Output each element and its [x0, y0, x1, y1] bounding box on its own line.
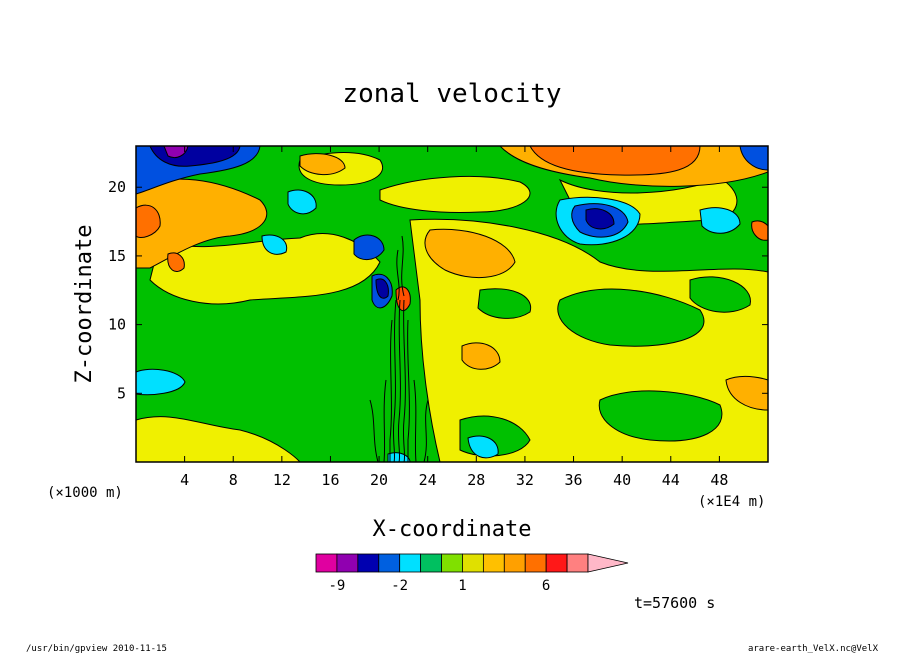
time-label: t=57600 s — [634, 594, 715, 612]
y-tick-label: 15 — [108, 247, 126, 265]
x-tick-label: 36 — [565, 471, 583, 489]
x-tick-label: 12 — [273, 471, 291, 489]
contour-fill-green — [689, 276, 751, 313]
contour-fill-orange — [461, 342, 501, 370]
x-tick-label: 44 — [662, 471, 680, 489]
contour-fill-cyan — [467, 435, 499, 459]
y-tick-label: 5 — [117, 384, 126, 402]
x-tick-label: 20 — [370, 471, 388, 489]
colorbar-swatch — [566, 553, 589, 573]
x-axis-title: X-coordinate — [373, 517, 532, 542]
x-tick-label: 28 — [467, 471, 485, 489]
x-tick-label: 16 — [321, 471, 339, 489]
contour-fill-yellow — [149, 233, 381, 305]
central-plume-contours — [369, 235, 429, 462]
colorbar-swatch — [482, 553, 505, 573]
colorbar-swatch — [357, 553, 380, 573]
contour-fill-orange — [299, 153, 346, 175]
colorbar-label: 6 — [542, 578, 550, 594]
contour-fill-orange — [725, 375, 768, 411]
contour-fill-darkorange — [751, 220, 768, 241]
contour-fill-darkorange — [529, 146, 701, 176]
contour-fill-orange — [424, 228, 516, 279]
colorbar-swatch — [378, 553, 401, 573]
contour-fill-navy — [585, 208, 615, 230]
x-tick-label: 48 — [710, 471, 728, 489]
contour-fill-blue — [739, 146, 768, 171]
x-tick-label: 24 — [419, 471, 437, 489]
colorbar-swatch — [399, 553, 422, 573]
colorbar-swatch — [420, 553, 442, 573]
x-tick-label: 4 — [180, 471, 189, 489]
x-tick-label: 8 — [229, 471, 238, 489]
colorbar-extend-arrow — [587, 553, 629, 573]
x-tick-label: 40 — [613, 471, 631, 489]
contour-fill-navy — [375, 278, 389, 299]
x-axis-unit-right: (×1E4 m) — [698, 494, 765, 510]
contour-fill-blue — [353, 234, 385, 260]
colorbar: -9 -2 1 6 — [315, 553, 629, 594]
contour-fill-green — [477, 288, 532, 319]
chart-title: zonal velocity — [342, 79, 561, 109]
colorbar-label: -9 — [328, 578, 345, 594]
contour-fill-cyan — [136, 368, 186, 396]
colorbar-swatch — [441, 553, 463, 573]
footer-right: arare-earth_VelX.nc@VelX — [748, 644, 879, 654]
x-tick-label: 32 — [516, 471, 534, 489]
contour-fill-cyan — [261, 234, 288, 255]
colorbar-label: 1 — [458, 578, 466, 594]
x-axis: 4 8 12 16 20 24 28 32 36 40 44 48 — [180, 146, 728, 489]
y-tick-label: 20 — [108, 178, 126, 196]
contour-fill-cyan — [287, 189, 317, 215]
colorbar-label: -2 — [391, 578, 408, 594]
colorbar-swatch — [545, 553, 568, 573]
plot-frame — [135, 145, 769, 463]
plot-area — [136, 146, 768, 462]
colorbar-swatch — [524, 553, 547, 573]
y-axis-title: Z-coordinate — [72, 225, 97, 384]
contour-fill-yellow — [136, 416, 301, 462]
contour-fill-green — [557, 288, 705, 347]
colorbar-swatch — [315, 553, 338, 573]
colorbar-swatch — [462, 553, 484, 573]
contour-fill-darkorange — [167, 252, 185, 272]
y-axis: 5 10 15 20 — [108, 178, 768, 402]
contour-fill-cyan — [699, 207, 741, 234]
footer-left: /usr/bin/gpview 2010-11-15 — [26, 644, 167, 654]
contour-fill-green — [598, 390, 723, 442]
contour-fill-yellow — [379, 176, 531, 213]
colorbar-swatch — [503, 553, 526, 573]
y-tick-label: 10 — [108, 316, 126, 334]
x-axis-unit-left: (×1000 m) — [47, 485, 123, 501]
colorbar-swatch — [336, 553, 359, 573]
contour-fill-darkorange — [136, 204, 161, 239]
